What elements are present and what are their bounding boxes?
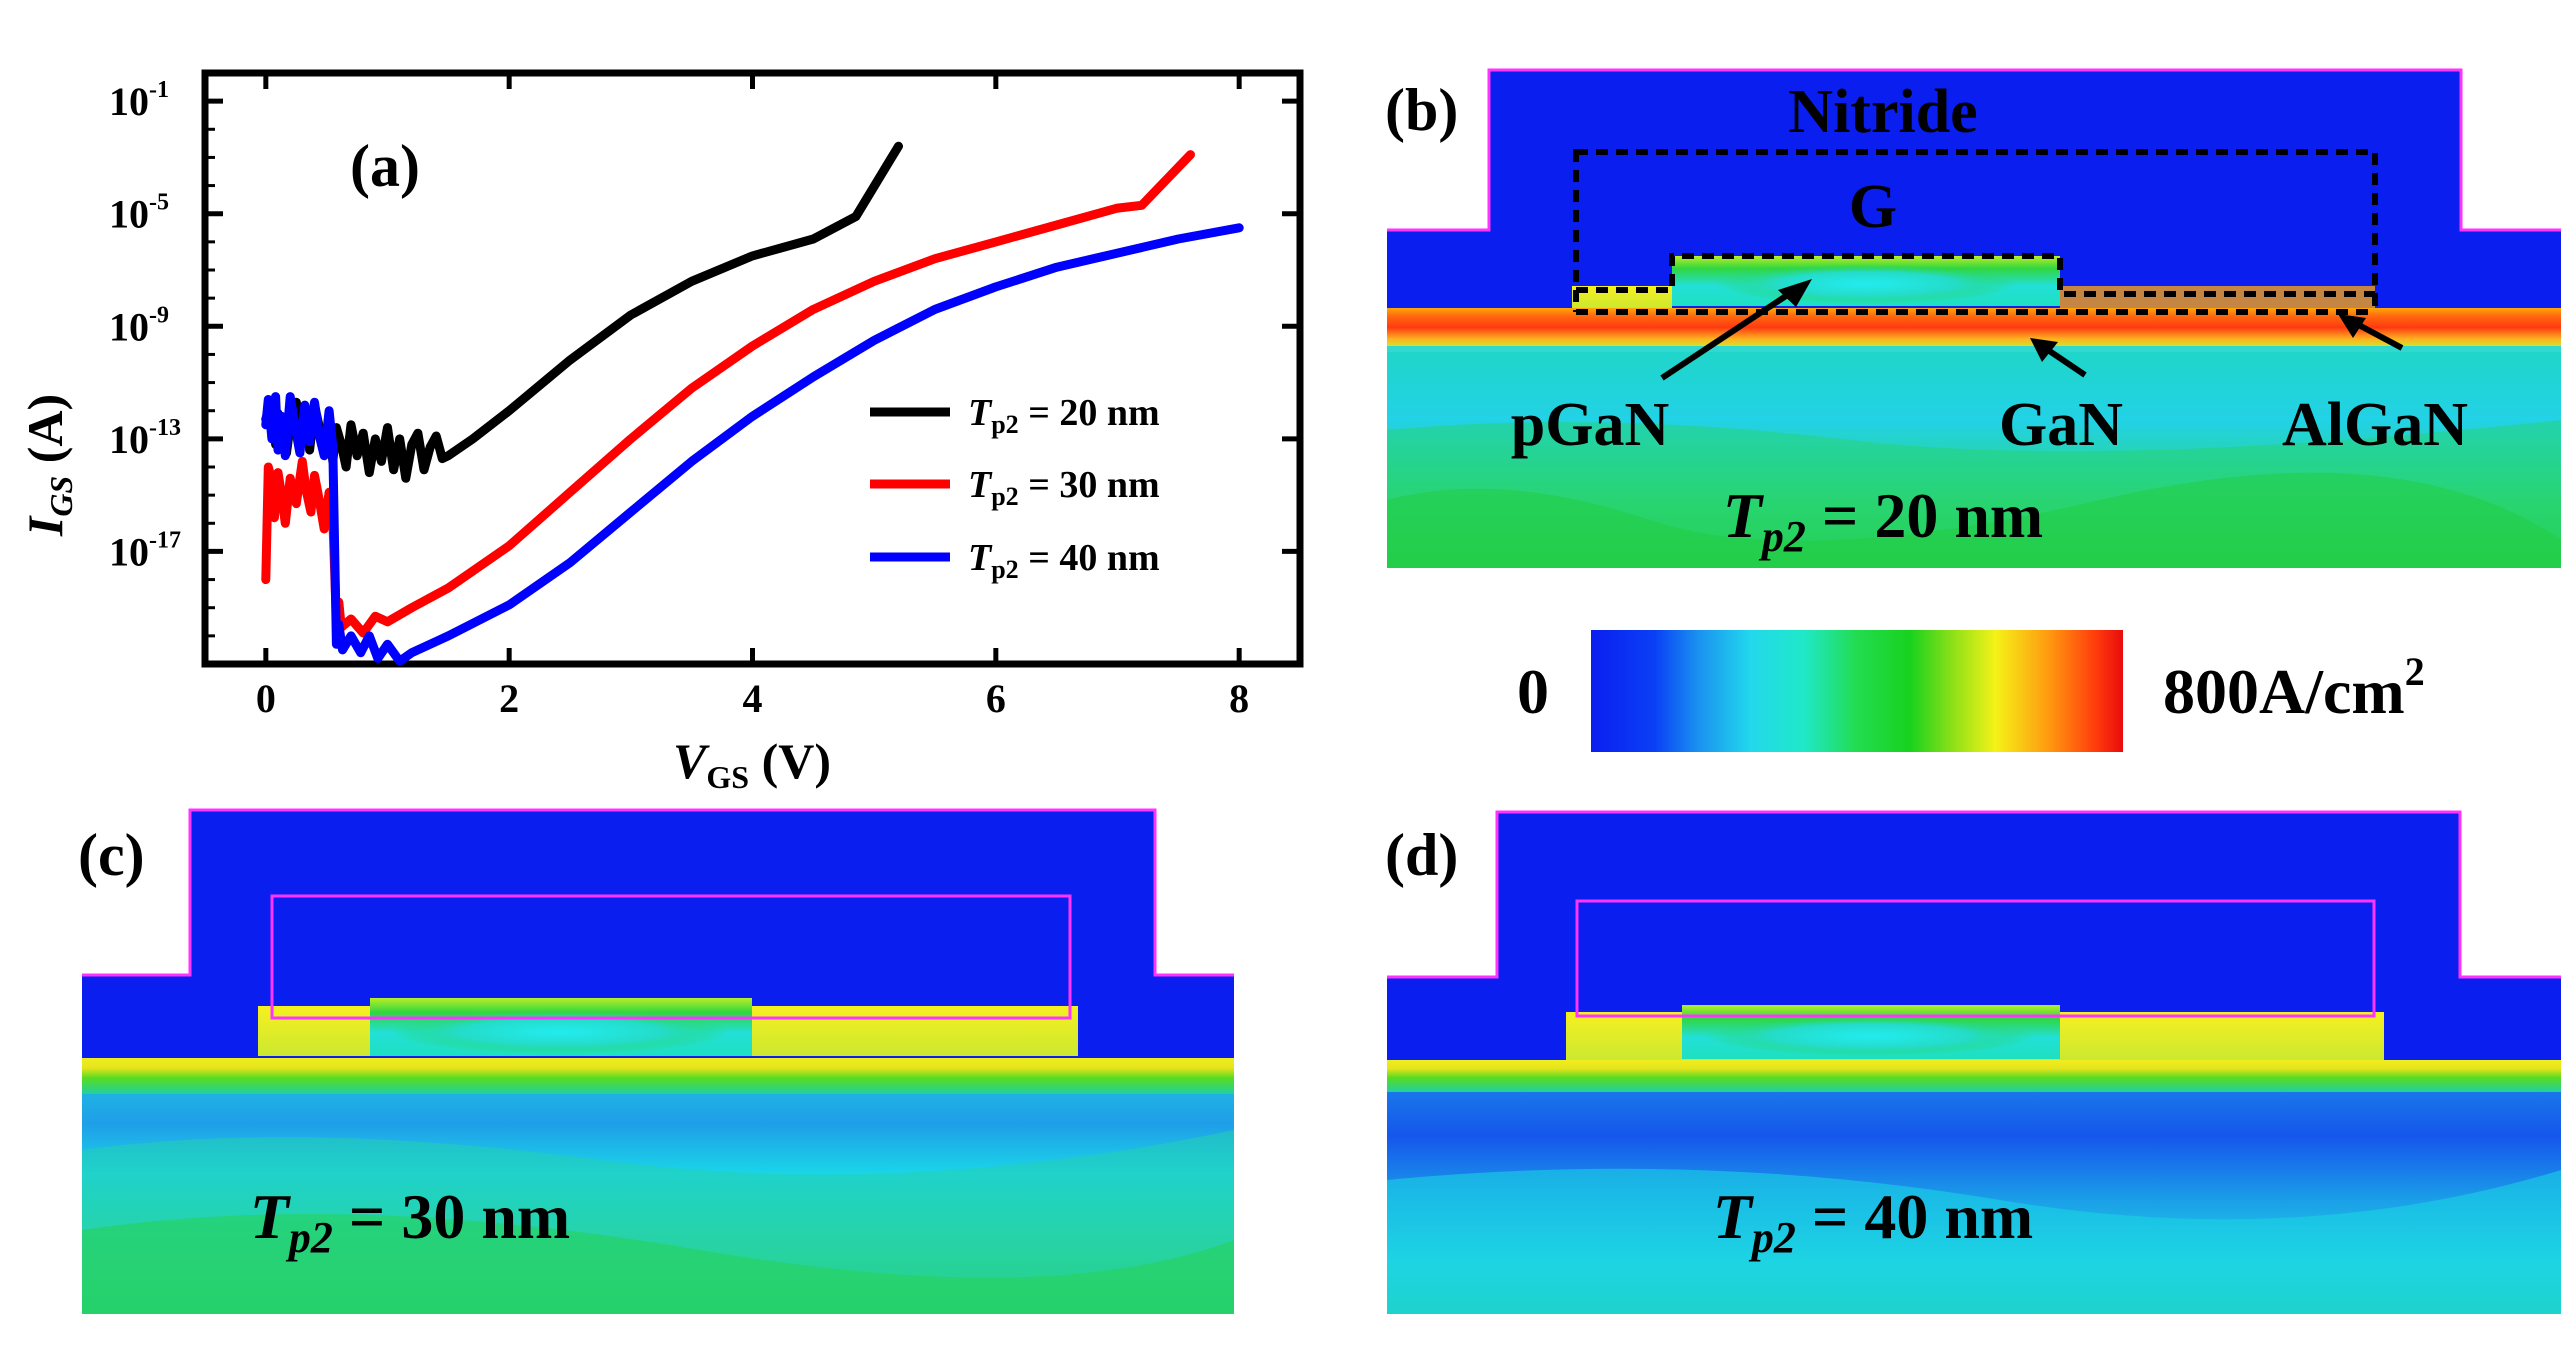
plot-frame — [201, 69, 1304, 668]
colorbar: 0 800A/cm2 — [1517, 630, 2425, 752]
y-axis-label: IGS (A) — [17, 394, 79, 537]
gate-outline-d — [1575, 899, 2376, 1018]
panel-label-a: (a) — [350, 133, 420, 199]
y-tick-label--5: 10-5 — [109, 190, 169, 237]
y-tick-label--9: 10-9 — [109, 302, 169, 349]
current-density-map-30nm: Tp2 = 30 nm — [82, 808, 1234, 1314]
gate-foot-right — [2060, 286, 2375, 308]
label-algan: AlGaN — [2282, 391, 2468, 459]
panel-label-c: (c) — [78, 822, 145, 888]
arrow-pgan — [1660, 279, 1812, 381]
y-tick-marks: 10-1 10-5 10-9 10-13 10-17 — [109, 77, 1300, 638]
colorbar-max-label: 800A/cm2 — [2163, 649, 2425, 727]
legend-entry-40nm: Tp2 = 40 nm — [870, 537, 1160, 584]
channel-edge — [1387, 346, 2561, 352]
pgan-core-c — [390, 1010, 730, 1054]
colorbar-min-label: 0 — [1517, 656, 1549, 727]
legend-label-40nm: Tp2 = 40 nm — [968, 537, 1160, 584]
series-layer — [261, 141, 1244, 666]
nitride-outline-c — [82, 808, 1234, 977]
colorbar-gradient — [1591, 630, 2123, 752]
label-tp2-30nm: Tp2 = 30 nm — [250, 1181, 570, 1262]
series-line-40nm — [261, 223, 1244, 666]
x-tick-label-8: 8 — [1229, 676, 1249, 721]
label-gate: G — [1849, 173, 1897, 241]
legend-label-30nm: Tp2 = 30 nm — [968, 464, 1160, 511]
channel-band-d — [1387, 1056, 2561, 1092]
nitride-layer — [1387, 70, 2561, 308]
iv-chart-panel: 0 2 4 6 8 10-1 10-5 10-9 10-13 10-17 (a) IGS (A)… — [17, 69, 1304, 795]
legend-label-20nm: Tp2 = 20 nm — [968, 392, 1160, 439]
y-tick-label--17: 10-17 — [109, 527, 181, 574]
gate-outline-c — [270, 894, 1072, 1020]
nitride-layer-c — [82, 810, 1234, 1058]
y-tick-label--1: 10-1 — [109, 77, 169, 124]
panel-label-b: (b) — [1385, 77, 1458, 143]
x-tick-marks: 0 2 4 6 8 — [256, 73, 1249, 721]
current-density-map-20nm: Nitride G pGaN GaN AlGaN Tp2 = 20 nm — [1387, 68, 2561, 568]
x-tick-label-4: 4 — [743, 676, 763, 721]
channel-band-c — [82, 1054, 1234, 1094]
x-tick-label-6: 6 — [986, 676, 1006, 721]
label-pgan: pGaN — [1511, 391, 1669, 459]
bulk-texture-d — [1387, 1168, 2561, 1314]
bulk-texture-2 — [1387, 472, 2561, 568]
arrow-algan — [2338, 314, 2404, 351]
pgan-core — [1716, 264, 2016, 304]
bulk-texture-c2 — [82, 1214, 1234, 1314]
x-axis-label: VGS (V) — [673, 733, 831, 795]
nitride-outline-d — [1387, 810, 2561, 979]
x-tick-label-2: 2 — [499, 676, 519, 721]
label-tp2-20nm: Tp2 = 20 nm — [1723, 480, 2043, 561]
legend: Tp2 = 20 nm Tp2 = 30 nm Tp2 = 40 nm — [870, 392, 1160, 584]
arrow-gan — [2030, 338, 2087, 378]
nitride-outline — [1387, 68, 2561, 232]
gate-outline-dashed — [1573, 149, 2378, 297]
y-tick-label--13: 10-13 — [109, 415, 181, 462]
label-tp2-40nm: Tp2 = 40 nm — [1713, 1181, 2033, 1262]
label-nitride: Nitride — [1788, 78, 1977, 146]
nitride-layer-d — [1387, 812, 2561, 1060]
legend-entry-20nm: Tp2 = 20 nm — [870, 392, 1160, 439]
current-density-map-40nm: Tp2 = 40 nm — [1387, 810, 2561, 1314]
pgan-core-d — [1705, 1016, 2035, 1056]
label-gan: GaN — [1999, 391, 2123, 459]
legend-entry-30nm: Tp2 = 30 nm — [870, 464, 1160, 511]
x-tick-label-0: 0 — [256, 676, 276, 721]
panel-label-d: (d) — [1385, 822, 1458, 888]
